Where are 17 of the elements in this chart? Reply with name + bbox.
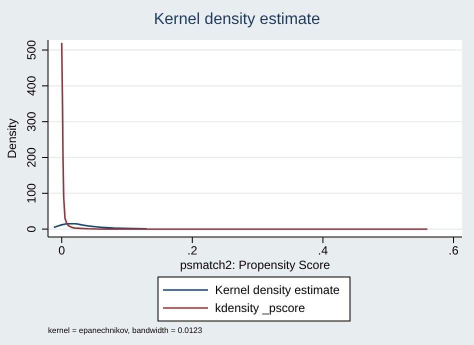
y-tick-label: 100 — [24, 182, 38, 204]
x-tick-label: .2 — [187, 244, 198, 258]
y-tick-label: 0 — [24, 225, 38, 232]
y-tick-label: 500 — [24, 40, 38, 60]
y-tick-label: 300 — [24, 111, 38, 132]
y-tick-label: 400 — [24, 76, 38, 96]
legend-label: kdensity _pscore — [215, 301, 306, 315]
x-tick-label: .6 — [448, 244, 459, 258]
y-axis-title: Density — [5, 118, 19, 159]
legend-label: Kernel density estimate — [215, 283, 340, 297]
x-tick-label: 0 — [58, 244, 66, 258]
chart-title: Kernel density estimate — [154, 11, 320, 28]
text: kernel = epanechnikov, bandwidth = 0.0123 — [48, 326, 203, 335]
y-tick-label: 200 — [24, 147, 38, 168]
x-tick-label: .4 — [318, 244, 328, 258]
line-series — [60, 42, 428, 230]
x-axis-title: psmatch2: Propensity Score — [180, 258, 330, 272]
